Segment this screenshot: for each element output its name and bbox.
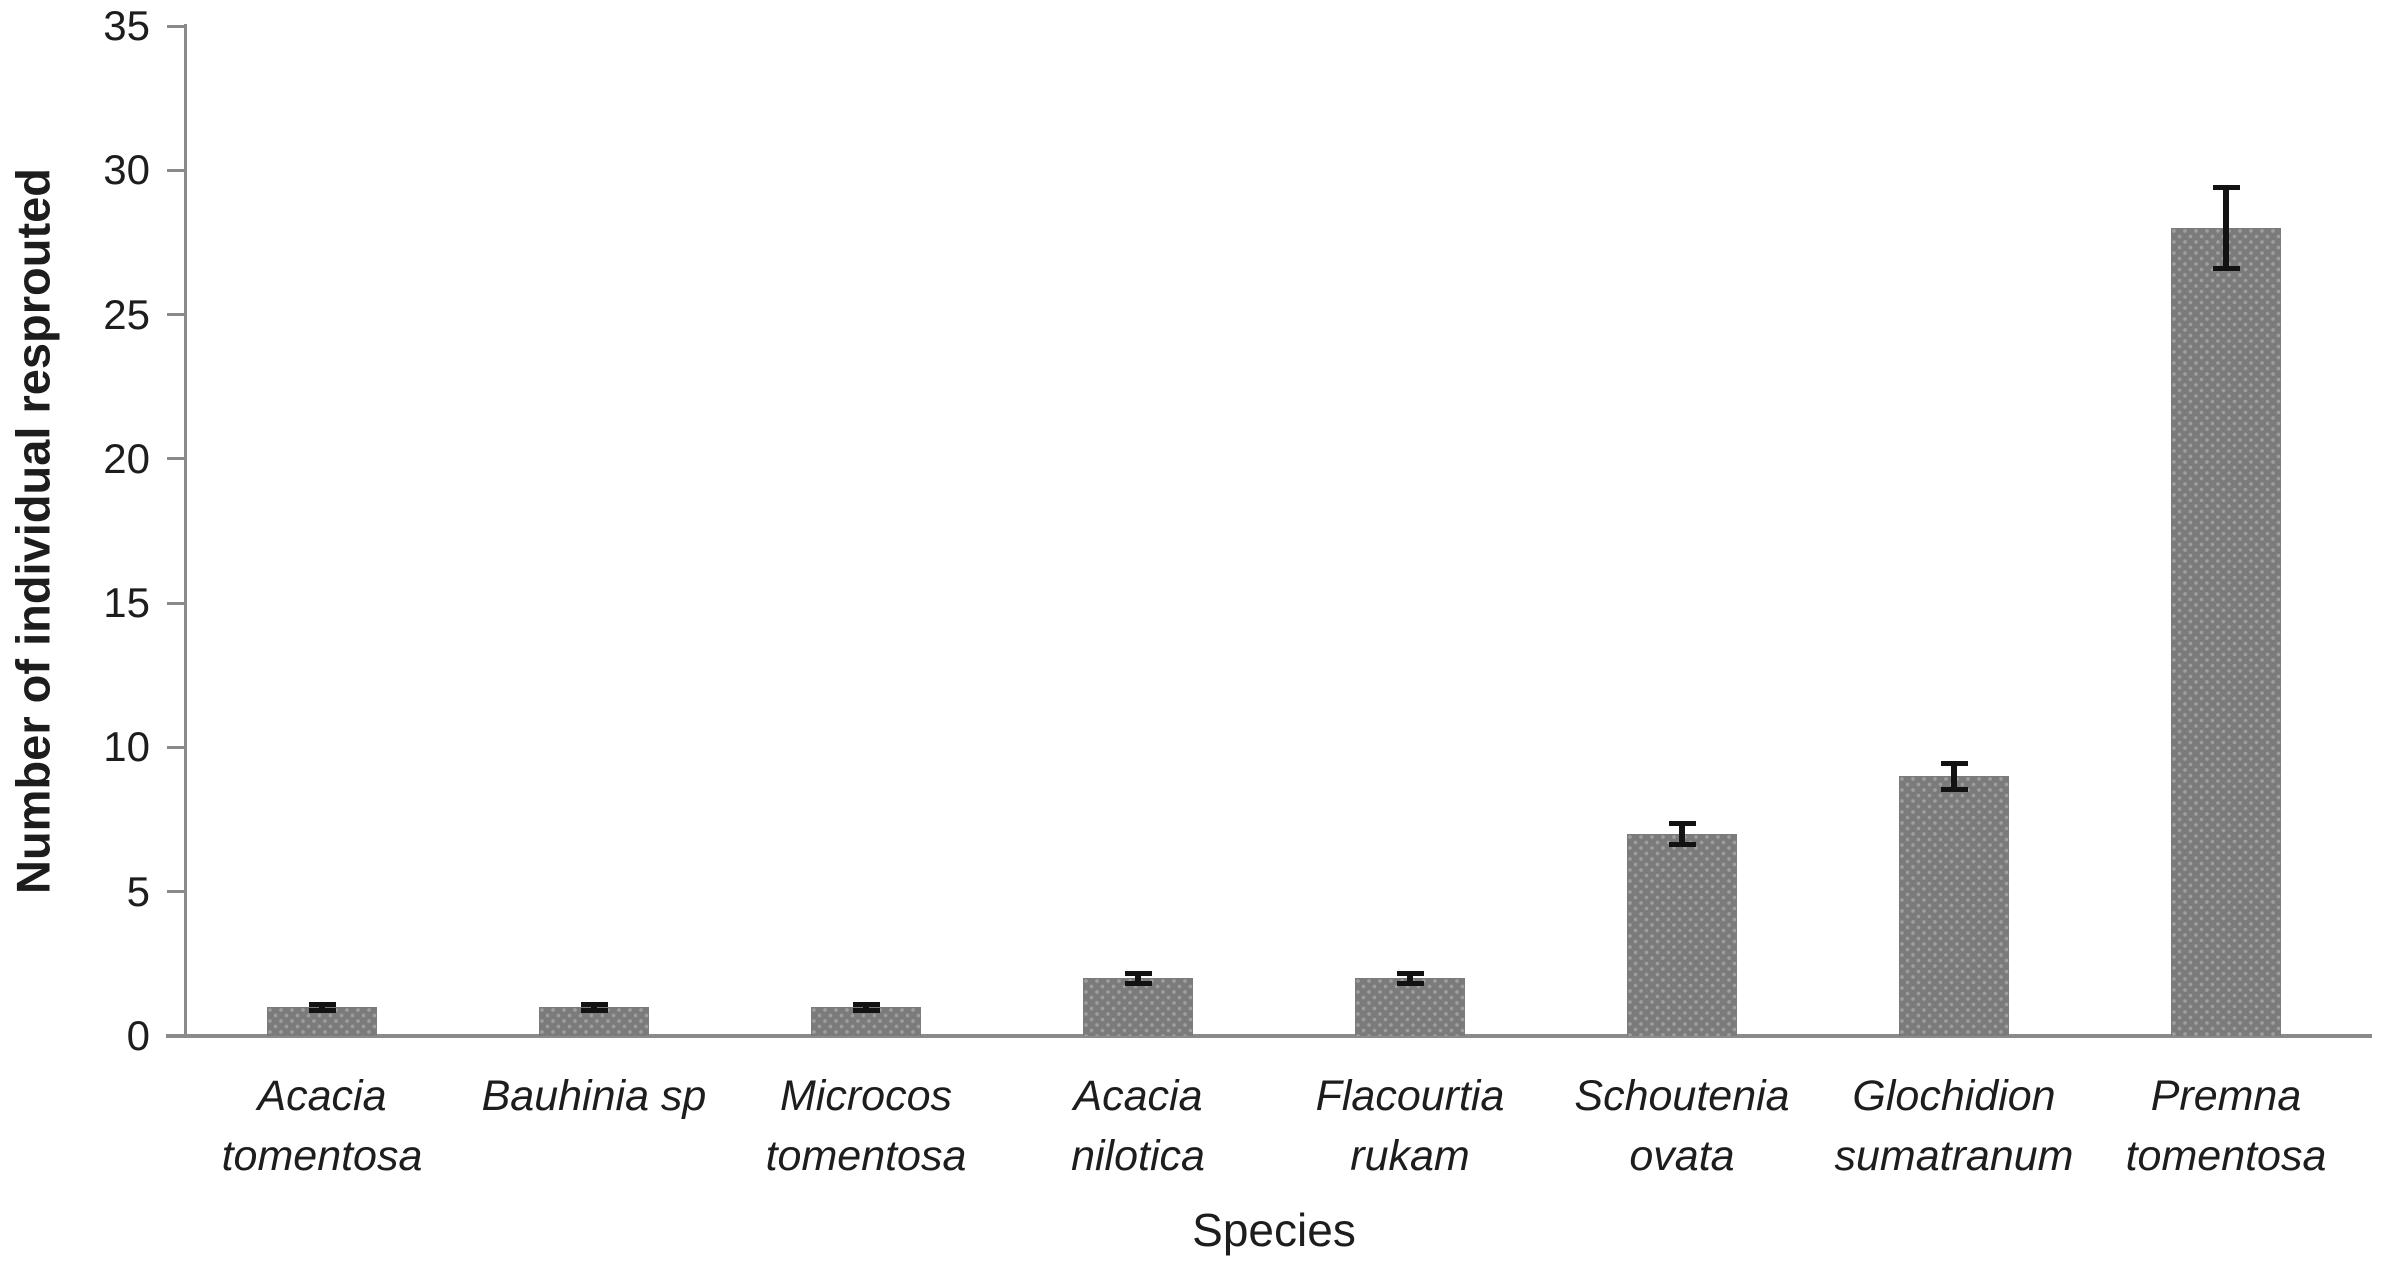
category-label-line: tomentosa: [221, 1132, 423, 1180]
y-axis-tick: [167, 168, 185, 172]
error-bar-top-cap: [580, 1001, 608, 1007]
error-bar-top-cap: [308, 1001, 336, 1007]
error-bar-bottom-cap: [1396, 980, 1424, 986]
x-axis-line: [166, 1034, 2372, 1038]
category-label-line: tomentosa: [765, 1132, 967, 1180]
category-label: Acacia nilotica: [1002, 1066, 1274, 1186]
error-bar-bottom-cap: [1668, 842, 1696, 848]
y-tick-label: 30: [103, 146, 150, 194]
error-bar-top-cap: [1396, 970, 1424, 976]
category-label: Glochidion sumatranum: [1818, 1066, 2090, 1186]
error-bar-stem: [591, 1004, 597, 1011]
error-bar-stem: [319, 1004, 325, 1011]
category-label-line: Acacia: [1073, 1072, 1203, 1120]
category-label: Premna tomentosa: [2090, 1066, 2362, 1186]
error-bar-top-cap: [852, 1001, 880, 1007]
bar: [1627, 834, 1737, 1036]
x-axis-title: Species: [1192, 1204, 1356, 1256]
bar: [2171, 228, 2281, 1036]
error-bar-top-cap: [2212, 185, 2240, 191]
category-label: Schoutenia ovata: [1546, 1066, 1818, 1186]
y-tick-label: 0: [126, 1012, 150, 1059]
y-tick-label: 5: [126, 867, 150, 915]
y-axis-tick: [167, 24, 185, 28]
category-label-line: tomentosa: [2125, 1132, 2327, 1180]
error-bar-top-cap: [1668, 820, 1696, 826]
error-bar-stem: [863, 1004, 869, 1011]
category-label-line: ovata: [1629, 1132, 1735, 1180]
y-tick-label: 20: [103, 434, 150, 482]
bar: [1355, 978, 1465, 1036]
category-label-line: nilotica: [1071, 1132, 1205, 1180]
category-label-line: Premna: [2150, 1072, 2302, 1120]
y-axis-tick: [167, 890, 185, 894]
y-axis-tick: [167, 313, 185, 317]
category-label: Bauhinia sp: [458, 1066, 730, 1126]
category-label-line: Acacia: [257, 1072, 387, 1120]
bar: [1083, 978, 1193, 1036]
category-label: Acacia tomentosa: [186, 1066, 458, 1186]
error-bar-bottom-cap: [1940, 786, 1968, 792]
error-bar-stem: [1135, 973, 1141, 984]
category-label-line: Bauhinia sp: [481, 1072, 707, 1120]
category-label-line: Flacourtia: [1315, 1072, 1505, 1120]
y-tick-label: 15: [103, 579, 150, 627]
bar: [1899, 776, 2009, 1036]
category-label: Microcos tomentosa: [730, 1066, 1002, 1186]
y-axis-tick: [167, 601, 185, 605]
error-bar-top-cap: [1940, 760, 1968, 766]
y-tick-label: 35: [103, 2, 150, 49]
error-bar-top-cap: [1124, 970, 1152, 976]
category-label-line: Glochidion: [1852, 1072, 2056, 1120]
error-bar-stem: [1951, 763, 1957, 790]
y-tick-label: 10: [103, 723, 150, 771]
y-axis-tick: [167, 457, 185, 461]
y-axis-tick: [167, 1034, 185, 1038]
category-label-line: Microcos: [779, 1072, 953, 1120]
error-bar-bottom-cap: [308, 1007, 336, 1013]
category-label-line: sumatranum: [1834, 1132, 2074, 1180]
error-bar-bottom-cap: [580, 1007, 608, 1013]
y-axis-tick: [167, 745, 185, 749]
error-bar-stem: [1679, 823, 1685, 845]
y-tick-label: 25: [103, 290, 150, 338]
y-axis-line: [184, 24, 187, 1038]
y-axis-title: Number of individual resprouted: [6, 168, 60, 894]
error-bar-stem: [1407, 973, 1413, 984]
error-bar-bottom-cap: [2212, 265, 2240, 271]
error-bar-bottom-cap: [1124, 980, 1152, 986]
error-bar-bottom-cap: [852, 1007, 880, 1013]
error-bar-stem: [2223, 187, 2229, 269]
category-label-line: Schoutenia: [1574, 1072, 1790, 1120]
category-label-line: rukam: [1350, 1132, 1470, 1180]
category-label: Flacourtia rukam: [1274, 1066, 1546, 1186]
bar: [267, 1007, 377, 1036]
